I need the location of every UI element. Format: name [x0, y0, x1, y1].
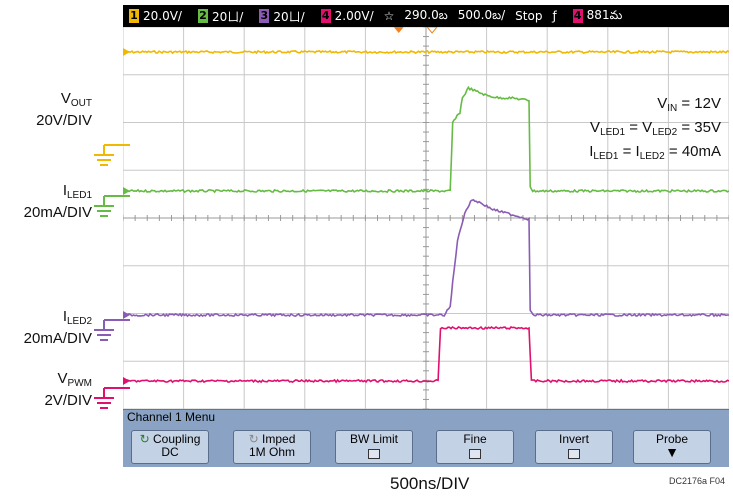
figure-id: DC2176a F04 [668, 476, 725, 486]
bwlimit-checkbox[interactable] [368, 449, 380, 459]
annotation-line-vin: VIN = 12V [657, 95, 721, 114]
iled2-label-sub: LED2 [66, 316, 92, 327]
probe-softkey[interactable]: Probe ▼ [633, 430, 711, 464]
menu-title: Channel 1 Menu [127, 410, 216, 424]
invert-softkey[interactable]: Invert [535, 430, 613, 464]
scope-screen [122, 26, 730, 410]
vpwm-label-main: V [57, 370, 68, 387]
cycle-icon: ↻ [139, 432, 150, 446]
imped-value: 1M Ohm [248, 445, 295, 459]
fine-label: Fine [463, 432, 487, 446]
coupling-value: DC [161, 445, 179, 459]
probe-label: Probe [655, 432, 689, 446]
ground-symbols [94, 144, 130, 409]
vpwm-label: VPWM 2V/DIV [0, 370, 92, 409]
time-scale: 500.0బ/ [457, 7, 506, 22]
iled1-scale-label: 20mA/DIV [23, 204, 92, 221]
scope-status-bar: 1 20.0V/ 2 20ㄩ/ 3 20ㄩ/ 4 2.00V/ ☆ 290.0బ… [123, 5, 729, 27]
ch1-indicator[interactable]: 1 [129, 9, 139, 23]
trigger-level: 881మ [586, 7, 623, 22]
trigger-icon: ☆ [383, 9, 395, 23]
coupling-label: Coupling [153, 432, 201, 446]
vpwm-scale-label: 2V/DIV [44, 392, 92, 409]
vout-scale-label: 20V/DIV [36, 112, 92, 129]
ch2-indicator[interactable]: 2 [197, 9, 208, 23]
annotation-line-vled: VLED1 = VLED2 = 35V [590, 119, 721, 138]
iled2-label: ILED2 20mA/DIV [0, 308, 92, 347]
ch1-scale: 20.0V/ [143, 9, 182, 23]
time-position: 290.0బ [404, 7, 448, 22]
trace-vout [122, 49, 730, 55]
trigger-position-marker [393, 27, 404, 33]
iled2-scale-label: 20mA/DIV [23, 330, 92, 347]
cycle-icon: ↻ [248, 432, 259, 446]
graticule [122, 26, 730, 410]
annotation-line-iled: ILED1 = ILED2 = 40mA [589, 143, 721, 162]
arrow-down-icon: ▼ [665, 444, 679, 460]
imped-label: Imped [262, 432, 296, 446]
vout-label: VOUT 20V/DIV [0, 90, 92, 129]
ch3-scale: 20ㄩ/ [273, 9, 305, 24]
iled1-label: ILED1 20mA/DIV [0, 182, 92, 221]
coupling-softkey[interactable]: ↻ Coupling DC [131, 430, 209, 464]
ground-icon-ch4 [94, 387, 130, 409]
time-reference-marker [425, 26, 439, 34]
invert-label: Invert [558, 432, 589, 446]
invert-checkbox[interactable] [568, 449, 580, 459]
conditions-annotation: VIN = 12V VLED1 = VLED2 = 35V ILED1 = IL… [589, 94, 721, 166]
trace-iled2 [122, 199, 729, 318]
channel-menu: Channel 1 Menu ↻ Coupling DC ↻ Imped 1M … [123, 409, 729, 467]
bwlimit-label: BW Limit [350, 432, 398, 446]
iled2-label-main: I [62, 308, 67, 325]
channel-markers [123, 26, 439, 385]
bwlimit-softkey[interactable]: BW Limit [335, 430, 413, 464]
edge-icon: ƒ [552, 9, 557, 23]
ground-icon-ch2 [94, 195, 130, 217]
vpwm-label-sub: PWM [67, 378, 92, 389]
waveform-plot [122, 26, 730, 410]
imped-softkey[interactable]: ↻ Imped 1M Ohm [233, 430, 311, 464]
ground-icon-ch1 [94, 144, 130, 166]
trace-vpwm [122, 325, 730, 384]
timebase-label: 500ns/DIV [390, 474, 470, 493]
ground-icon-ch3 [94, 319, 130, 341]
trace-iled1 [122, 85, 730, 194]
ch4-indicator[interactable]: 4 [320, 9, 331, 23]
traces [122, 49, 730, 384]
ch3-indicator[interactable]: 3 [259, 9, 270, 23]
vout-label-sub: OUT [70, 98, 92, 109]
ch2-scale: 20ㄩ/ [211, 9, 244, 24]
vout-label-main: V [60, 90, 71, 107]
ch4-scale: 2.00V/ [334, 9, 374, 23]
ground-marker-4 [123, 377, 130, 385]
trigger-channel: 4 [572, 9, 583, 23]
iled1-label-main: I [62, 182, 67, 199]
iled1-label-sub: LED1 [66, 190, 92, 201]
run-state: Stop [515, 9, 543, 23]
fine-softkey[interactable]: Fine [436, 430, 514, 464]
fine-checkbox[interactable] [469, 449, 481, 459]
